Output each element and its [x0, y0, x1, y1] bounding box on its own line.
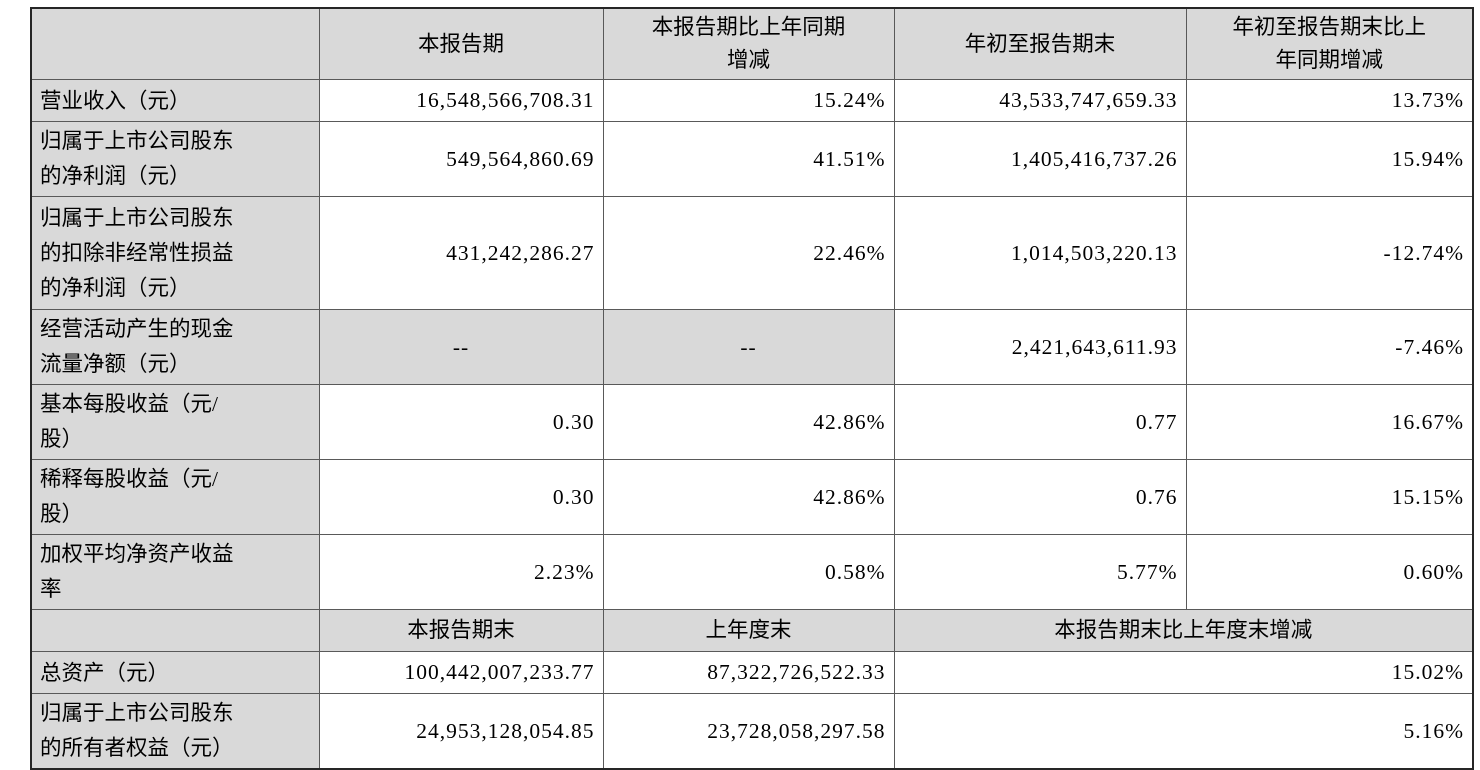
table-row-diluted-eps: 稀释每股收益（元/股） 0.30 42.86% 0.76 15.15% [30, 459, 1474, 535]
financial-summary-table-container: 本报告期 本报告期比上年同期增减 年初至报告期末 年初至报告期末比上年同期增减 … [30, 7, 1474, 770]
row-label: 总资产（元） [40, 660, 170, 685]
row-label: 归属于上市公司股东的所有者权益（元） [40, 701, 234, 760]
cell-period-end: 100,442,007,233.77 [318, 651, 604, 694]
cell-ytd: 43,533,747,659.33 [893, 79, 1187, 122]
cell-ytd-yoy: 13.73% [1185, 79, 1474, 122]
cell-change-vs-prior-year-end: 5.16% [893, 693, 1474, 770]
financial-summary-table: 本报告期 本报告期比上年同期增减 年初至报告期末 年初至报告期末比上年同期增减 … [30, 7, 1474, 770]
cell-prior-year-end: 23,728,058,297.58 [602, 693, 895, 770]
cell-current-period-yoy: 22.46% [602, 196, 895, 310]
row-label-cell: 稀释每股收益（元/股） [30, 459, 320, 535]
cell-prior-year-end: 87,322,726,522.33 [602, 651, 895, 694]
cell-current-period-yoy: 42.86% [602, 384, 895, 460]
header-row-2: 本报告期末 上年度末 本报告期末比上年度末增减 [30, 609, 1474, 652]
cell-ytd-yoy: -7.46% [1185, 309, 1474, 385]
cell-ytd: 2,421,643,611.93 [893, 309, 1187, 385]
cell-ytd: 1,014,503,220.13 [893, 196, 1187, 310]
cell-ytd: 0.77 [893, 384, 1187, 460]
row-label: 归属于上市公司股东的扣除非经常性损益的净利润（元） [40, 205, 234, 300]
cell-change-vs-prior-year-end: 15.02% [893, 651, 1474, 694]
row-label-cell: 归属于上市公司股东的扣除非经常性损益的净利润（元） [30, 196, 320, 310]
header-row-1: 本报告期 本报告期比上年同期增减 年初至报告期末 年初至报告期末比上年同期增减 [30, 7, 1474, 80]
cell-current-period: 0.30 [318, 384, 604, 460]
table-row-operating-revenue: 营业收入（元） 16,548,566,708.31 15.24% 43,533,… [30, 79, 1474, 122]
header-period-end: 本报告期末 [318, 609, 604, 652]
header-current-period: 本报告期 [318, 7, 604, 80]
row-label: 加权平均净资产收益率 [40, 542, 234, 601]
row-label: 归属于上市公司股东的净利润（元） [40, 129, 234, 188]
cell-current-period-yoy: 0.58% [602, 534, 895, 610]
row-label-cell: 营业收入（元） [30, 79, 320, 122]
table-row-net-profit-excl-nonrecurring: 归属于上市公司股东的扣除非经常性损益的净利润（元） 431,242,286.27… [30, 196, 1474, 310]
row-label-cell: 总资产（元） [30, 651, 320, 694]
cell-ytd-yoy: 16.67% [1185, 384, 1474, 460]
table-row-weighted-avg-roe: 加权平均净资产收益率 2.23% 0.58% 5.77% 0.60% [30, 534, 1474, 610]
row-label-cell: 加权平均净资产收益率 [30, 534, 320, 610]
cell-ytd-yoy: 15.94% [1185, 121, 1474, 197]
cell-current-period-yoy: 42.86% [602, 459, 895, 535]
cell-ytd: 5.77% [893, 534, 1187, 610]
corner-cell [30, 7, 320, 80]
header-current-period-yoy: 本报告期比上年同期增减 [602, 7, 895, 80]
cell-current-period-yoy-na: -- [602, 309, 895, 385]
cell-ytd: 1,405,416,737.26 [893, 121, 1187, 197]
row-label: 营业收入（元） [40, 88, 191, 113]
cell-ytd: 0.76 [893, 459, 1187, 535]
cell-current-period: 16,548,566,708.31 [318, 79, 604, 122]
cell-current-period-na: -- [318, 309, 604, 385]
cell-ytd-yoy: 0.60% [1185, 534, 1474, 610]
table-row-operating-cash-flow: 经营活动产生的现金流量净额（元） -- -- 2,421,643,611.93 … [30, 309, 1474, 385]
row-label: 稀释每股收益（元/股） [40, 467, 218, 526]
table-row-net-profit: 归属于上市公司股东的净利润（元） 549,564,860.69 41.51% 1… [30, 121, 1474, 197]
cell-current-period: 0.30 [318, 459, 604, 535]
header-ytd: 年初至报告期末 [893, 7, 1187, 80]
row-label: 基本每股收益（元/股） [40, 392, 218, 451]
header-current-period-yoy-text: 本报告期比上年同期增减 [651, 15, 846, 72]
corner-cell-2 [30, 609, 320, 652]
row-label-cell: 基本每股收益（元/股） [30, 384, 320, 460]
cell-current-period: 2.23% [318, 534, 604, 610]
row-label-cell: 归属于上市公司股东的所有者权益（元） [30, 693, 320, 770]
table-row-basic-eps: 基本每股收益（元/股） 0.30 42.86% 0.77 16.67% [30, 384, 1474, 460]
row-label: 经营活动产生的现金流量净额（元） [40, 317, 234, 376]
cell-ytd-yoy: 15.15% [1185, 459, 1474, 535]
row-label-cell: 经营活动产生的现金流量净额（元） [30, 309, 320, 385]
table-row-equity-attributable-to-shareholders: 归属于上市公司股东的所有者权益（元） 24,953,128,054.85 23,… [30, 693, 1474, 770]
header-ytd-yoy: 年初至报告期末比上年同期增减 [1185, 7, 1474, 80]
header-prior-year-end: 上年度末 [602, 609, 895, 652]
cell-current-period-yoy: 15.24% [602, 79, 895, 122]
header-ytd-yoy-text: 年初至报告期末比上年同期增减 [1232, 15, 1426, 72]
cell-current-period-yoy: 41.51% [602, 121, 895, 197]
cell-current-period: 431,242,286.27 [318, 196, 604, 310]
table-row-total-assets: 总资产（元） 100,442,007,233.77 87,322,726,522… [30, 651, 1474, 694]
cell-current-period: 549,564,860.69 [318, 121, 604, 197]
row-label-cell: 归属于上市公司股东的净利润（元） [30, 121, 320, 197]
cell-period-end: 24,953,128,054.85 [318, 693, 604, 770]
cell-ytd-yoy: -12.74% [1185, 196, 1474, 310]
header-change-vs-prior-year-end: 本报告期末比上年度末增减 [893, 609, 1474, 652]
